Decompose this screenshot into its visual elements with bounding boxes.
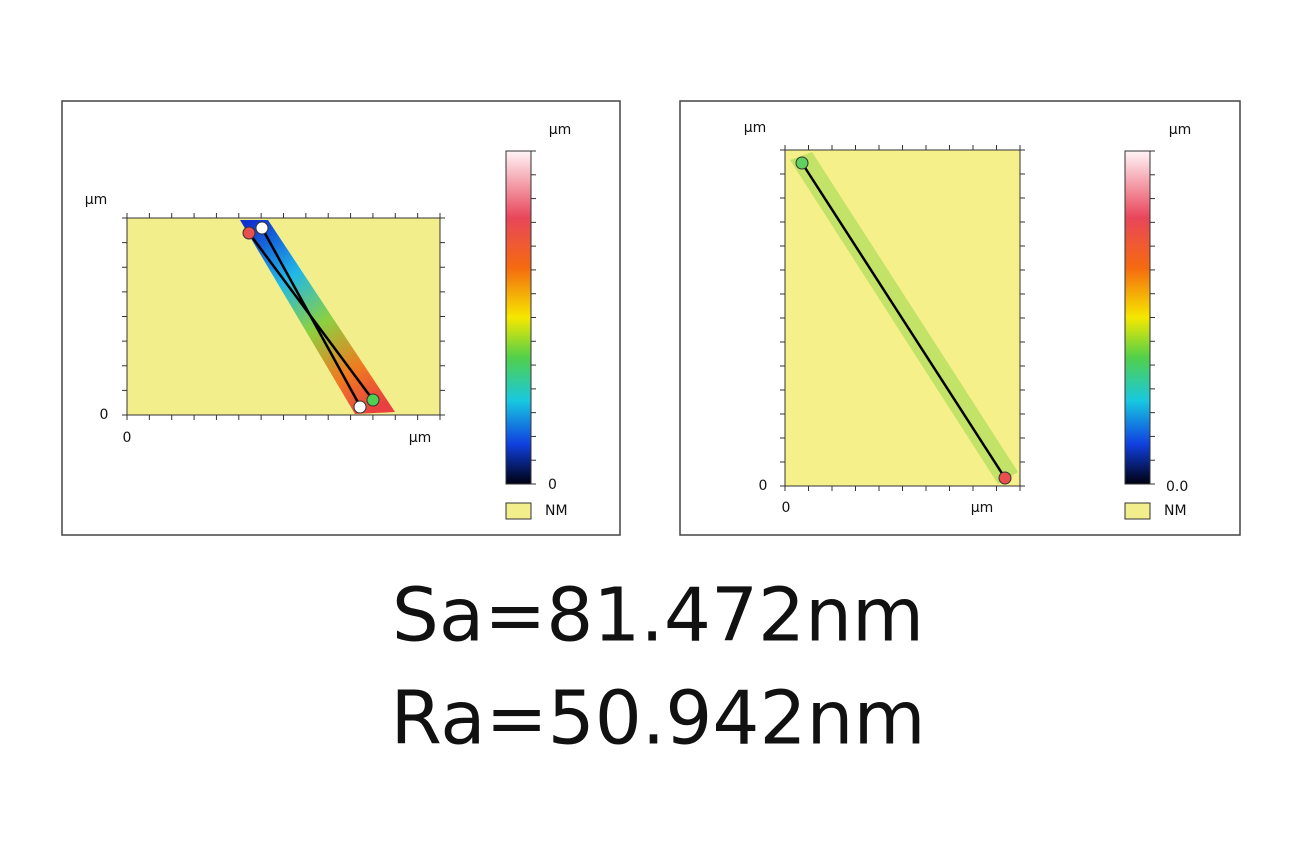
y-tick-label: 0 [759, 478, 768, 494]
y-axis-label: µm [85, 192, 108, 208]
panel-1: µm 0 0 µm µm 0 NM [61, 100, 621, 536]
legend-label: NM [1164, 503, 1187, 519]
marker [366, 393, 380, 407]
marker [255, 221, 269, 235]
marker [998, 471, 1012, 485]
profile-line [800, 162, 1007, 479]
y-tick-label: 0 [100, 407, 109, 423]
colorbar-unit: µm [549, 122, 572, 138]
profile-line [247, 232, 375, 401]
marker [795, 156, 809, 170]
result-ra: Ra=50.942nm [390, 676, 925, 762]
y-axis-label: µm [744, 120, 767, 136]
legend-label: NM [545, 503, 568, 519]
colorbar-unit: µm [1169, 122, 1192, 138]
panel-2: µm 0 0 µm µm 0.0 NM [679, 100, 1241, 536]
marker [242, 226, 256, 240]
legend-swatch [1124, 502, 1151, 520]
colorbar-min: 0.0 [1166, 479, 1188, 495]
colorbar-min: 0 [548, 477, 557, 493]
scratch-band [240, 220, 395, 414]
result-sa: Sa=81.472nm [392, 573, 924, 659]
x-tick-label: 0 [123, 430, 132, 446]
legend-swatch [505, 502, 532, 520]
x-axis-label: µm [971, 500, 994, 516]
x-tick-label: 0 [782, 500, 791, 516]
x-axis-label: µm [409, 430, 432, 446]
colorbar [1124, 150, 1151, 485]
marker [353, 400, 367, 414]
colorbar [505, 150, 532, 485]
